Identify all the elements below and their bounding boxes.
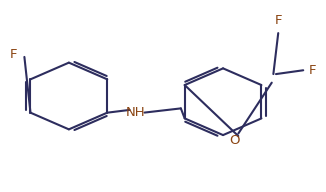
Text: F: F — [309, 64, 317, 77]
Text: F: F — [9, 48, 17, 60]
Text: F: F — [274, 14, 282, 27]
Text: NH: NH — [126, 106, 145, 119]
Text: O: O — [229, 134, 240, 147]
